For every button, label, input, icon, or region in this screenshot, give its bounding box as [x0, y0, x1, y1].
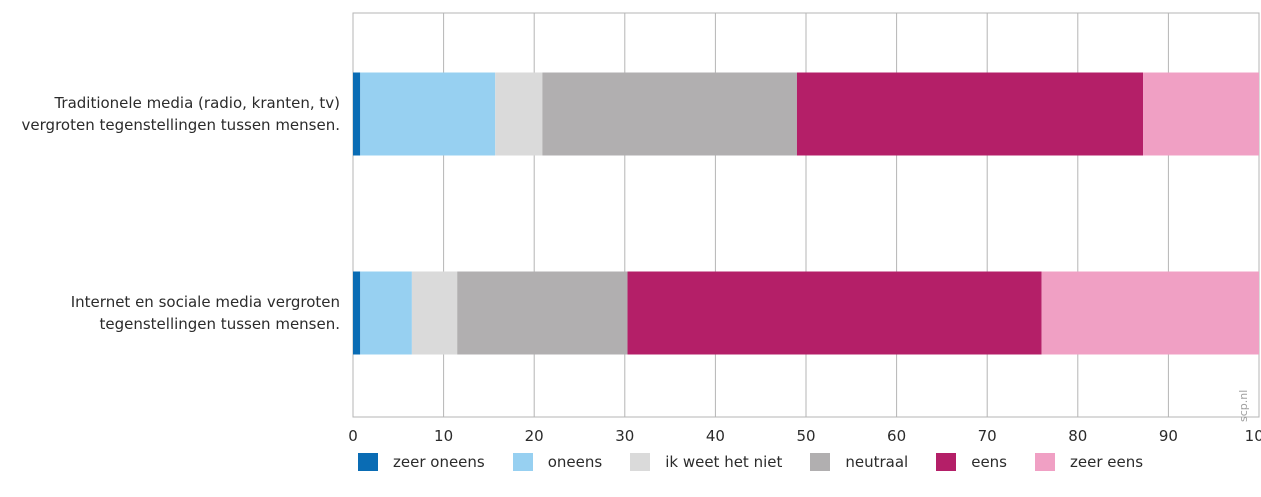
bar-segment [495, 72, 543, 156]
bar-segment [360, 72, 496, 156]
x-tick-label: 60 [887, 427, 906, 445]
category-labels: Traditionele media (radio, kranten, tv) v… [22, 94, 340, 333]
bar-segment [353, 72, 361, 156]
bar-segment [1041, 271, 1259, 355]
x-tick-label: 30 [615, 427, 634, 445]
legend-swatch [1035, 453, 1055, 471]
x-axis-tick-labels: 0 10 20 30 40 50 60 70 80 90 100 [348, 427, 1261, 445]
bar-segment [1143, 72, 1259, 156]
legend-swatch [810, 453, 831, 471]
x-tick-label: 40 [706, 427, 725, 445]
x-tick-label: 0 [348, 427, 358, 445]
legend-item: eens [936, 453, 1007, 471]
legend-item: oneens [512, 453, 603, 471]
bar-segment [796, 72, 1144, 156]
bar-segment [360, 271, 412, 355]
legend-item: ik weet het niet [630, 453, 782, 471]
legend-swatch [512, 453, 533, 471]
bar-segment [353, 271, 361, 355]
legend: zeer oneens oneens ik weet het niet neutraa… [358, 449, 1171, 475]
x-tick-label: 20 [525, 427, 544, 445]
legend-label: eens [971, 453, 1007, 471]
bar-segment [411, 271, 458, 355]
x-tick-label: 50 [796, 427, 815, 445]
bars [353, 72, 1259, 355]
legend-label: neutraal [845, 453, 909, 471]
legend-swatch [630, 453, 651, 471]
bar-segment [457, 271, 628, 355]
bar-segment [542, 72, 797, 156]
legend-label: zeer oneens [393, 453, 485, 471]
legend-label: ik weet het niet [665, 453, 783, 471]
legend-item: zeer oneens [358, 453, 485, 471]
category-label: Traditionele media (radio, kranten, tv) v… [22, 94, 340, 134]
legend-label: oneens [547, 453, 603, 471]
x-tick-label: 10 [434, 427, 453, 445]
x-tick-label: 90 [1159, 427, 1178, 445]
x-tick-label: 100 [1245, 427, 1261, 445]
legend-item: zeer eens [1035, 453, 1143, 471]
category-label: Internet en sociale media vergroten tegen… [71, 293, 340, 333]
x-tick-label: 70 [978, 427, 997, 445]
watermark: scp.nl [1237, 389, 1250, 422]
legend-swatch [936, 453, 957, 471]
stacked-bar-chart: Traditionele media (radio, kranten, tv) v… [22, 12, 1261, 445]
legend-label: zeer eens [1070, 453, 1144, 471]
bar-segment [627, 271, 1042, 355]
legend-item: neutraal [810, 453, 908, 471]
x-tick-label: 80 [1068, 427, 1087, 445]
legend-swatch [358, 453, 378, 471]
